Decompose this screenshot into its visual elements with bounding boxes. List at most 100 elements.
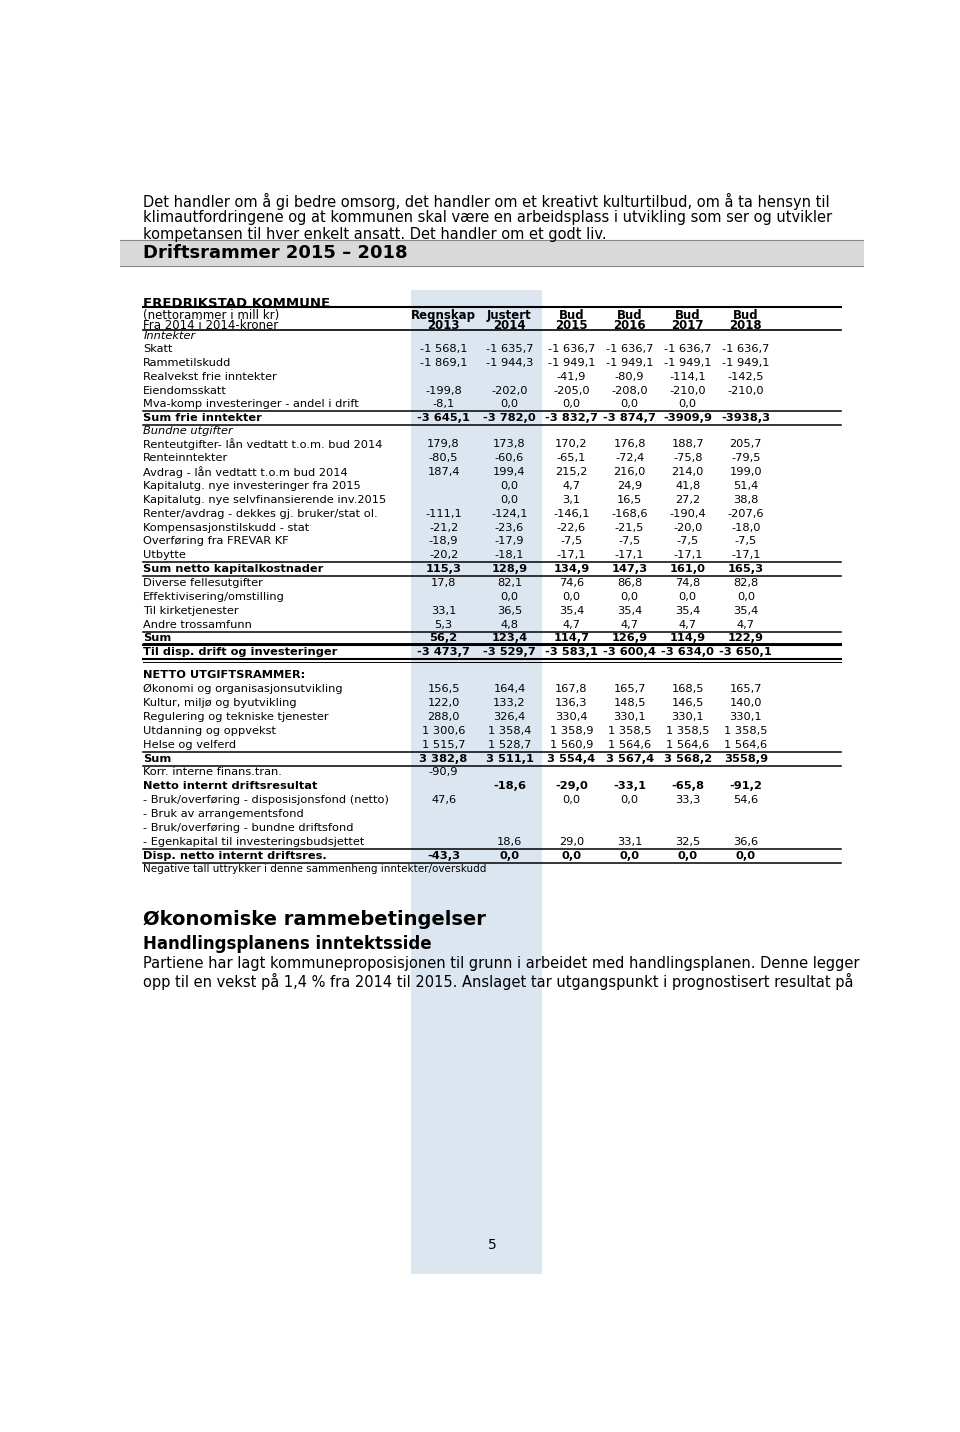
- Text: - Bruk av arrangementsfond: - Bruk av arrangementsfond: [143, 809, 304, 819]
- Text: 3 554,4: 3 554,4: [547, 753, 595, 763]
- Text: -18,0: -18,0: [732, 523, 760, 533]
- Text: 33,1: 33,1: [617, 836, 642, 846]
- Text: 47,6: 47,6: [431, 795, 456, 805]
- Text: -3 874,7: -3 874,7: [603, 414, 656, 424]
- Text: 330,1: 330,1: [613, 712, 646, 722]
- Text: 36,5: 36,5: [497, 606, 522, 616]
- Text: 1 515,7: 1 515,7: [421, 740, 466, 750]
- Text: kompetansen til hver enkelt ansatt. Det handler om et godt liv.: kompetansen til hver enkelt ansatt. Det …: [143, 226, 607, 242]
- Text: 5,3: 5,3: [435, 620, 452, 630]
- Text: 168,5: 168,5: [671, 684, 704, 695]
- Text: 0,0: 0,0: [500, 481, 518, 491]
- Text: 1 358,5: 1 358,5: [608, 726, 651, 736]
- Text: 3 382,8: 3 382,8: [420, 753, 468, 763]
- Text: -1 636,7: -1 636,7: [664, 344, 711, 354]
- Text: 2013: 2013: [427, 319, 460, 332]
- Text: -79,5: -79,5: [732, 454, 760, 464]
- Text: 148,5: 148,5: [613, 699, 646, 709]
- Text: Helse og velferd: Helse og velferd: [143, 740, 236, 750]
- Text: 122,9: 122,9: [728, 633, 764, 643]
- Text: Partiene har lagt kommuneproposisjonen til grunn i arbeidet med handlingsplanen.: Partiene har lagt kommuneproposisjonen t…: [143, 957, 860, 971]
- Text: -7,5: -7,5: [561, 537, 583, 547]
- Text: -207,6: -207,6: [728, 508, 764, 518]
- Text: Til kirketjenester: Til kirketjenester: [143, 606, 239, 616]
- Text: -1 636,7: -1 636,7: [722, 344, 770, 354]
- Text: 126,9: 126,9: [612, 633, 648, 643]
- Text: Andre trossamfunn: Andre trossamfunn: [143, 620, 252, 630]
- Text: 17,8: 17,8: [431, 579, 456, 589]
- Text: 18,6: 18,6: [497, 836, 522, 846]
- Text: -21,5: -21,5: [614, 523, 644, 533]
- Text: 288,0: 288,0: [427, 712, 460, 722]
- Text: Netto internt driftsresultat: Netto internt driftsresultat: [143, 782, 318, 792]
- Text: -3 782,0: -3 782,0: [483, 414, 536, 424]
- Text: 51,4: 51,4: [733, 481, 758, 491]
- Text: -20,0: -20,0: [673, 523, 703, 533]
- Text: 2014: 2014: [493, 319, 526, 332]
- Text: -75,8: -75,8: [673, 454, 703, 464]
- Text: 3 567,4: 3 567,4: [606, 753, 654, 763]
- Text: -72,4: -72,4: [615, 454, 644, 464]
- Text: - Bruk/overføring - bundne driftsfond: - Bruk/overføring - bundne driftsfond: [143, 823, 353, 833]
- Text: -65,1: -65,1: [557, 454, 587, 464]
- Text: (nettorammer i mill kr): (nettorammer i mill kr): [143, 309, 279, 322]
- Text: -43,3: -43,3: [427, 851, 460, 861]
- Text: 35,4: 35,4: [559, 606, 584, 616]
- Text: Sum: Sum: [143, 753, 172, 763]
- Text: 167,8: 167,8: [555, 684, 588, 695]
- Text: - Egenkapital til investeringsbudsjettet: - Egenkapital til investeringsbudsjettet: [143, 836, 365, 846]
- Text: -20,2: -20,2: [429, 550, 458, 560]
- Text: 0,0: 0,0: [500, 591, 518, 601]
- Text: Sum netto kapitalkostnader: Sum netto kapitalkostnader: [143, 564, 324, 574]
- Text: -65,8: -65,8: [671, 782, 705, 792]
- Text: 36,6: 36,6: [733, 836, 758, 846]
- Text: 136,3: 136,3: [555, 699, 588, 709]
- Text: 74,6: 74,6: [559, 579, 584, 589]
- Text: 173,8: 173,8: [493, 440, 526, 450]
- Text: Kultur, miljø og byutvikling: Kultur, miljø og byutvikling: [143, 699, 297, 709]
- Text: FREDRIKSTAD KOMMUNE: FREDRIKSTAD KOMMUNE: [143, 296, 330, 309]
- Text: 0,0: 0,0: [679, 591, 697, 601]
- Text: 82,8: 82,8: [733, 579, 758, 589]
- Text: -3 583,1: -3 583,1: [545, 647, 598, 657]
- Text: NETTO UTGIFTSRAMMER:: NETTO UTGIFTSRAMMER:: [143, 670, 305, 680]
- Text: 0,0: 0,0: [500, 495, 518, 505]
- Text: 330,4: 330,4: [555, 712, 588, 722]
- Text: 199,4: 199,4: [493, 467, 526, 477]
- Text: 170,2: 170,2: [555, 440, 588, 450]
- Text: 123,4: 123,4: [492, 633, 527, 643]
- Text: 16,5: 16,5: [617, 495, 642, 505]
- Text: 2016: 2016: [613, 319, 646, 332]
- Text: Bud: Bud: [675, 309, 701, 322]
- Text: -1 635,7: -1 635,7: [486, 344, 533, 354]
- Text: -80,5: -80,5: [429, 454, 458, 464]
- Text: -210,0: -210,0: [669, 385, 706, 395]
- Text: -17,1: -17,1: [673, 550, 703, 560]
- Text: Handlingsplanens inntektsside: Handlingsplanens inntektsside: [143, 935, 432, 952]
- Text: 82,1: 82,1: [497, 579, 522, 589]
- Text: 5: 5: [488, 1239, 496, 1252]
- Text: 188,7: 188,7: [671, 440, 704, 450]
- Text: 24,9: 24,9: [617, 481, 642, 491]
- Text: 128,9: 128,9: [492, 564, 527, 574]
- Text: 1 358,9: 1 358,9: [550, 726, 593, 736]
- Text: 179,8: 179,8: [427, 440, 460, 450]
- Text: -190,4: -190,4: [669, 508, 706, 518]
- Text: 38,8: 38,8: [733, 495, 758, 505]
- Text: 3 568,2: 3 568,2: [663, 753, 711, 763]
- Text: 156,5: 156,5: [427, 684, 460, 695]
- Text: 54,6: 54,6: [733, 795, 758, 805]
- Text: 216,0: 216,0: [613, 467, 646, 477]
- Text: Negative tall uttrykker i denne sammenheng inntekter/overskudd: Negative tall uttrykker i denne sammenhe…: [143, 865, 487, 875]
- Text: 114,7: 114,7: [553, 633, 589, 643]
- Bar: [120, 239, 864, 266]
- Text: 56,2: 56,2: [429, 633, 458, 643]
- Text: -205,0: -205,0: [553, 385, 589, 395]
- Text: 165,3: 165,3: [728, 564, 764, 574]
- Text: -41,9: -41,9: [557, 372, 587, 382]
- Text: 33,3: 33,3: [675, 795, 701, 805]
- Text: -17,1: -17,1: [732, 550, 760, 560]
- Text: 214,0: 214,0: [671, 467, 704, 477]
- Text: -18,9: -18,9: [429, 537, 458, 547]
- Text: 29,0: 29,0: [559, 836, 584, 846]
